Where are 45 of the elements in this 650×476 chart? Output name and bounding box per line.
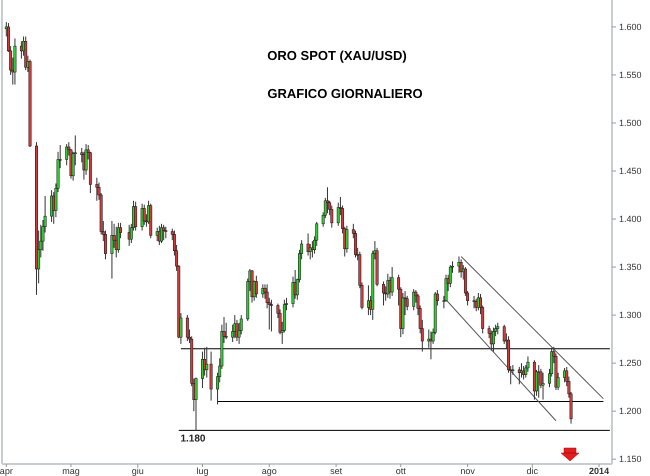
y-tick-label: 1.550 <box>619 70 642 80</box>
candlestick <box>390 266 394 296</box>
candlestick <box>116 222 120 254</box>
x-tick-label: apr <box>0 466 13 476</box>
x-tick-label: lug <box>196 466 208 476</box>
candlestick <box>537 364 540 398</box>
candlestick <box>326 186 329 214</box>
y-tick-label: 1.600 <box>619 22 642 32</box>
text: GRAFICO GIORNALIERO <box>267 86 423 101</box>
candlestick <box>412 288 416 311</box>
candlestick <box>254 275 258 298</box>
candlestick <box>186 314 189 342</box>
y-tick-label: 1.350 <box>619 262 642 272</box>
x-tick-label: giu <box>132 466 144 476</box>
text: ORO SPOT (XAU/USD) <box>267 48 407 63</box>
candlestick <box>134 201 138 232</box>
x-tick-label: ott <box>396 466 406 476</box>
y-tick-label: 1.450 <box>619 166 642 176</box>
candlestick <box>472 295 476 309</box>
x-tick-label: set <box>330 466 343 476</box>
candlestick <box>270 299 273 332</box>
y-tick-label: 1.500 <box>619 118 642 128</box>
x-tick-label: 2014 <box>589 466 610 476</box>
y-tick-label: 1.250 <box>619 358 642 368</box>
x-tick-label: ago <box>262 466 277 476</box>
y-tick-label: 1.200 <box>619 406 642 416</box>
x-tick-label: nov <box>460 466 476 476</box>
x-tick-label: dic <box>526 466 538 476</box>
candlestick <box>110 220 114 280</box>
candlestick <box>448 264 452 288</box>
candlestick <box>164 226 168 239</box>
candlestick <box>162 224 166 241</box>
candlestick <box>330 205 334 228</box>
y-tick-label: 1.150 <box>619 454 642 464</box>
candlestick <box>542 372 544 400</box>
candlestick <box>345 225 348 254</box>
candlestick <box>502 324 506 344</box>
y-tick-label: 1.300 <box>619 310 642 320</box>
candlestick <box>522 366 526 380</box>
candlestick <box>460 258 463 278</box>
candlestick <box>156 227 159 242</box>
candlestick <box>496 322 500 335</box>
x-tick-label: mag <box>62 466 80 476</box>
y-tick-label: 1.400 <box>619 214 642 224</box>
annotation: 1.180 <box>180 433 206 444</box>
